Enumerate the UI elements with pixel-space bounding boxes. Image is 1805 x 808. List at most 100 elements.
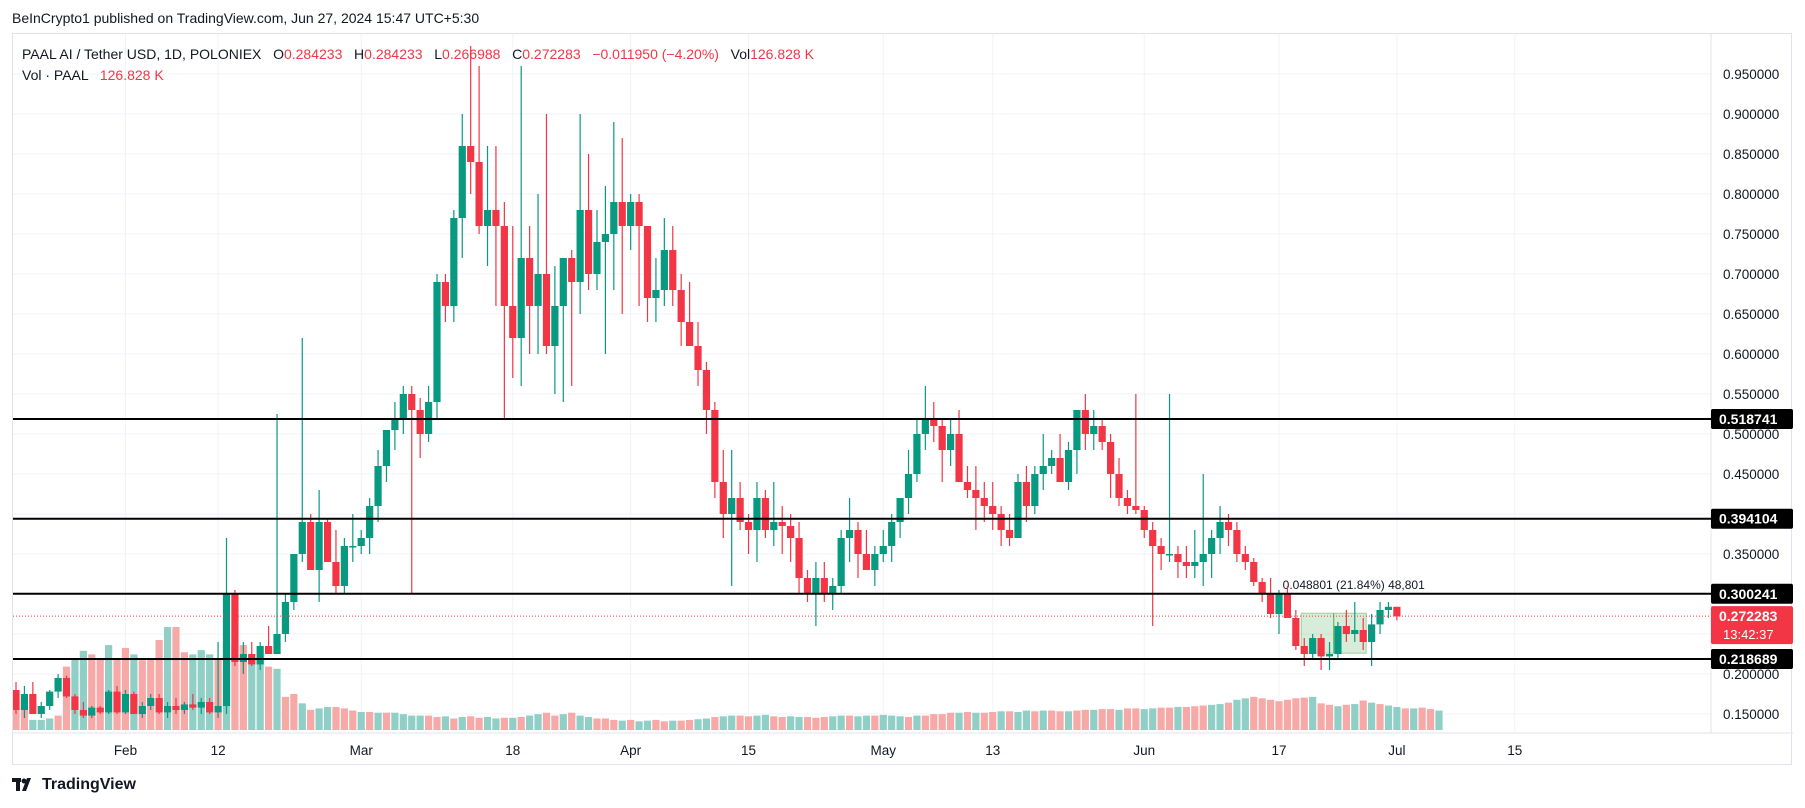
candle-body <box>197 702 205 708</box>
candle-body <box>1064 450 1073 482</box>
volume-bar <box>1182 706 1190 730</box>
volume-bar <box>248 658 256 730</box>
volume-bar <box>854 716 862 730</box>
chart-frame[interactable]: 0.048801 (21.84%) 48,801 0.150000 0.200000… <box>12 33 1793 766</box>
volume-bar <box>955 712 963 730</box>
symbol-legend: PAAL AI / Tether USD, 1D, POLONIEX O0.28… <box>22 44 814 86</box>
price-tick-label: 0.700000 <box>1723 267 1779 282</box>
volume-bar <box>500 717 508 730</box>
tradingview-logo[interactable]: TradingView <box>12 776 136 794</box>
volume-bar <box>820 717 828 730</box>
candle-body <box>366 506 374 538</box>
candle-body <box>534 274 542 306</box>
volume-bar <box>643 720 652 730</box>
volume-bar <box>475 717 483 730</box>
candle-body <box>130 694 138 714</box>
volume-bar <box>1199 705 1207 730</box>
volume-bar <box>972 712 980 730</box>
volume-bar <box>1300 697 1308 730</box>
volume-bar <box>239 645 247 730</box>
candle-body <box>1300 646 1308 654</box>
candle-body <box>669 250 677 290</box>
volume-bar <box>332 706 340 730</box>
candle-body <box>357 538 365 546</box>
volume-bar <box>366 712 374 730</box>
price-tick-label: 0.650000 <box>1723 307 1779 322</box>
candle-body <box>79 710 87 716</box>
bar-countdown-label: 13:42:37 <box>1723 627 1774 642</box>
candle-body <box>256 646 264 665</box>
last-price-tag-label: 0.272283 <box>1719 608 1778 624</box>
volume-bar <box>1241 698 1249 730</box>
legend-close-label: C <box>512 46 523 62</box>
legend-high-value: 0.284233 <box>364 46 423 62</box>
volume-bar <box>509 717 517 730</box>
volume-bar <box>989 712 997 730</box>
volume-bar <box>913 715 921 730</box>
candle-body <box>1384 606 1393 610</box>
candle-body <box>862 554 871 570</box>
candle-body <box>1309 638 1317 654</box>
volume-bar <box>1317 703 1325 730</box>
candle-body <box>1157 546 1165 554</box>
time-tick-label: Jun <box>1133 743 1155 758</box>
volume-bar <box>197 650 205 730</box>
volume-bar <box>1208 704 1216 730</box>
candle-body <box>290 554 298 602</box>
candle-body <box>1140 510 1148 530</box>
volume-bar <box>483 717 492 730</box>
time-tick-label: 13 <box>985 743 1000 758</box>
candle-body <box>113 691 121 713</box>
volume-bar <box>787 716 795 730</box>
volume-bar <box>315 708 323 730</box>
candle-body <box>997 514 1005 530</box>
volume-bar <box>686 719 694 730</box>
candle-body <box>1351 630 1359 634</box>
volume-bar <box>416 715 424 730</box>
volume-bar <box>121 647 130 730</box>
candle-body <box>441 282 450 306</box>
price-tick-label: 0.600000 <box>1723 347 1779 362</box>
candle-body <box>728 498 736 514</box>
legend-volume-series[interactable]: Vol · PAAL <box>22 67 89 83</box>
publish-caption: BeInCrypto1 published on TradingView.com… <box>12 10 480 26</box>
time-tick-label: Mar <box>350 743 374 758</box>
price-tick-label: 0.850000 <box>1723 147 1779 162</box>
volume-bar <box>1250 696 1258 730</box>
level-price-tag <box>1711 409 1793 430</box>
volume-bar <box>349 710 357 730</box>
time-tick-label: Apr <box>620 743 642 758</box>
volume-bar <box>871 715 879 730</box>
level-price-tag-label: 0.218689 <box>1719 651 1778 667</box>
candle-body <box>1393 606 1401 617</box>
candle-body <box>46 691 54 706</box>
volume-bar <box>1031 711 1039 730</box>
chart-canvas[interactable]: 0.048801 (21.84%) 48,801 0.150000 0.200000… <box>13 34 1793 766</box>
volume-bar <box>1056 711 1064 730</box>
tradingview-logo-icon <box>12 778 31 791</box>
volume-bar <box>399 714 407 730</box>
candle-body <box>711 410 719 482</box>
volume-bar <box>517 717 525 730</box>
candle-body <box>467 146 475 162</box>
candle-body <box>1031 474 1039 506</box>
price-range-measure-label: 0.048801 (21.84%) 48,801 <box>1283 578 1425 592</box>
volume-bar <box>551 715 559 730</box>
legend-open-value: 0.284233 <box>283 46 343 62</box>
candle-body <box>879 546 887 554</box>
volume-bar <box>1073 710 1081 730</box>
volume-bar <box>189 654 197 730</box>
legend-vol-label: Vol <box>730 46 751 62</box>
volume-bar <box>374 712 382 730</box>
candle-body <box>568 258 576 282</box>
volume-bar <box>1191 706 1199 730</box>
legend-symbol[interactable]: PAAL AI / Tether USD, 1D, POLONIEX <box>22 46 262 62</box>
candle-body <box>1149 530 1157 546</box>
candle-body <box>1317 638 1325 657</box>
candle-body <box>686 322 694 346</box>
volume-bar <box>492 718 500 730</box>
volume-bar <box>357 712 365 730</box>
candle-body <box>601 234 609 242</box>
volume-bar <box>559 714 567 730</box>
volume-bar <box>1376 704 1384 730</box>
